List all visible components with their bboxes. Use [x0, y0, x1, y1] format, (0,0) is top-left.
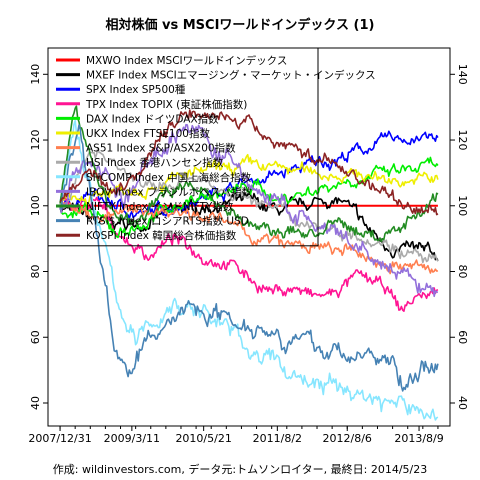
series-line-3 [59, 195, 439, 312]
x-tick-label-2: 2010/5/21 [175, 432, 231, 445]
series-line-12 [59, 109, 439, 216]
x-tick-label-0: 2007/12/31 [28, 432, 91, 445]
x-tick-label-3: 2011/8/2 [253, 432, 302, 445]
series-line-4 [59, 156, 439, 239]
y-tick-label-right-4: 120 [456, 130, 469, 151]
legend-label-7: HSI Index 香港ハンセン指数 [86, 156, 224, 169]
series-line-2 [59, 130, 439, 220]
x-tick-label-1: 2009/3/11 [104, 432, 160, 445]
y-tick-label-right-0: 40 [456, 396, 469, 410]
series-line-8 [59, 119, 439, 421]
legend-label-0: MXWO Index MSCIワールドインデックス [86, 54, 287, 67]
series-line-9 [59, 123, 439, 298]
legend-label-11: RTSI$ Index ロシアRTS指数 USD [86, 215, 249, 228]
legend-label-8: SHCOMP Index 中国上海総合指数 [86, 171, 252, 184]
y-tick-label-left-3: 100 [29, 195, 42, 216]
y-tick-label-right-2: 80 [456, 265, 469, 279]
legend-box [47, 47, 319, 247]
series-line-10 [59, 105, 439, 243]
legend-label-12: KOSPI Index 韓国総合株価指数 [86, 229, 237, 242]
legend-label-10: NIFTY Index インドNIFTY指数 [86, 200, 234, 213]
legend-label-2: SPX Index SP500種 [86, 83, 186, 96]
y-tick-label-left-4: 120 [29, 130, 42, 151]
y-tick-label-left-2: 80 [29, 265, 42, 279]
chart-title: 相対株価 vs MSCIワールドインデックス (1) [105, 17, 374, 33]
legend-label-4: DAX Index ドイツDAX指数 [86, 112, 219, 125]
y-tick-label-right-3: 100 [456, 195, 469, 216]
series-line-7 [59, 146, 439, 264]
y-tick-label-right-1: 60 [456, 330, 469, 344]
x-tick-label-4: 2012/8/6 [323, 432, 372, 445]
legend-label-5: UKX Index FTSE100指数 [86, 127, 210, 140]
y-tick-label-right-5: 140 [456, 64, 469, 85]
x-tick-label-5: 2013/8/9 [394, 432, 443, 445]
legend-label-9: IBOV Index ブラジルボベスパ指数 [86, 185, 252, 198]
legend-label-6: AS51 Index S&P/ASX200指数 [86, 142, 236, 155]
legend-label-3: TPX Index TOPIX (東証株価指数) [85, 98, 247, 111]
y-tick-label-left-0: 40 [29, 396, 42, 410]
series-line-11 [59, 124, 439, 392]
legend-label-1: MXEF Index MSCIエマージング・マーケット・インデックス [86, 69, 376, 82]
y-tick-label-left-5: 140 [29, 64, 42, 85]
chart-footer: 作成: wildinvestors.com, データ元:トムソンロイター, 最終… [53, 462, 427, 476]
y-tick-label-left-1: 60 [29, 330, 42, 344]
series-line-5 [59, 153, 439, 205]
